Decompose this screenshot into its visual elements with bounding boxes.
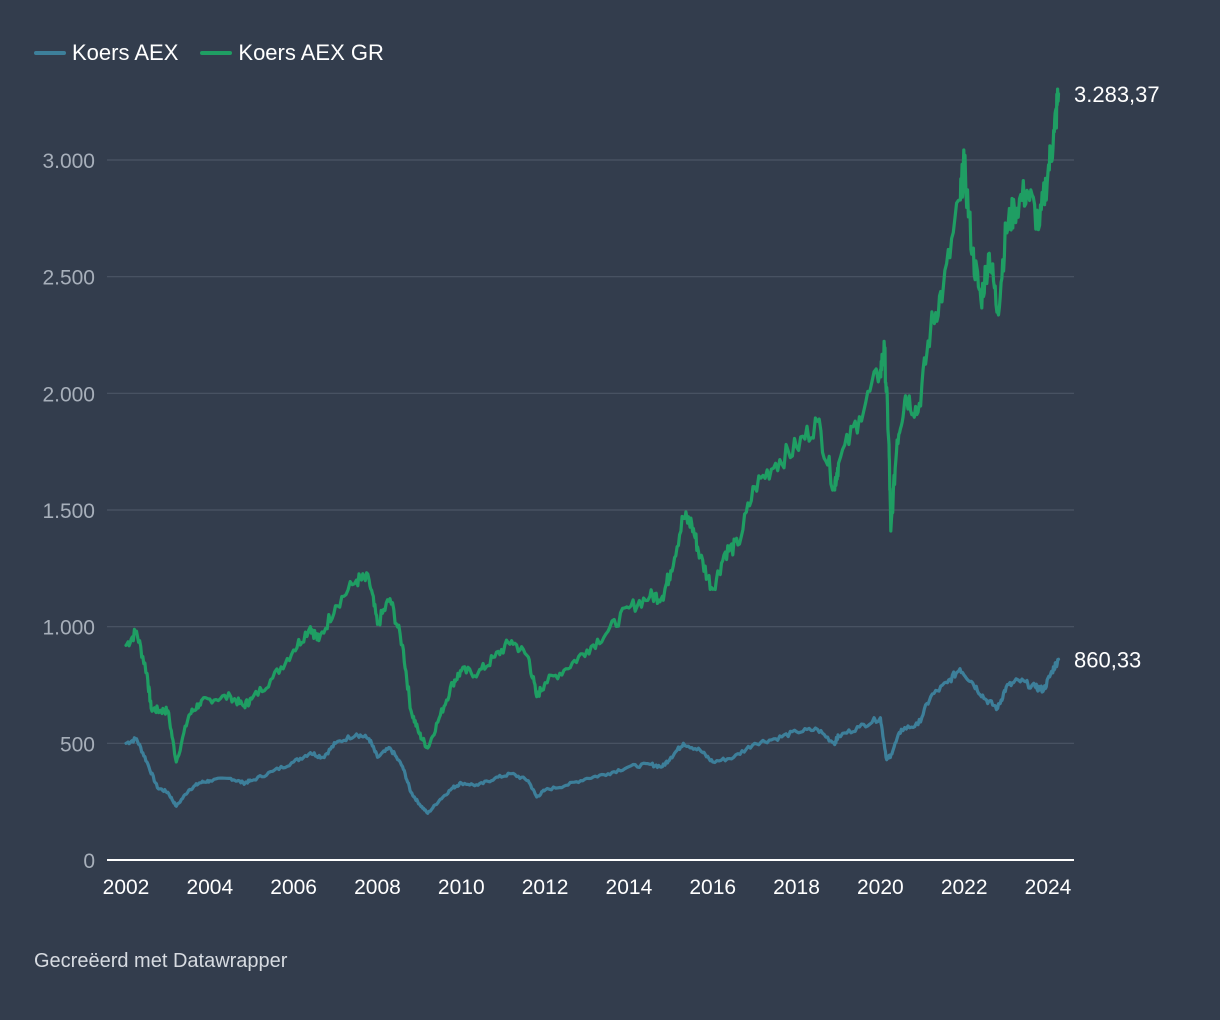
- x-tick-label: 2022: [941, 876, 988, 899]
- x-tick-label: 2006: [270, 876, 317, 899]
- legend-swatch-aex-gr: [200, 51, 233, 55]
- x-tick-label: 2012: [522, 876, 569, 899]
- legend-label-aex-gr: Koers AEX GR: [238, 40, 384, 65]
- x-tick-label: 2018: [773, 876, 820, 899]
- legend-swatch-aex: [34, 51, 66, 55]
- footer-credit: Gecreëerd met Datawrapper: [34, 950, 288, 972]
- x-tick-label: 2020: [857, 876, 904, 899]
- legend: Koers AEX Koers AEX GR: [34, 40, 384, 66]
- x-tick-label: 2008: [354, 876, 401, 899]
- series-line-aex: [124, 657, 1061, 815]
- line-chart: 0 500 1.000 1.500 2.000 2.500 3.000 2002 2004 200…: [42, 82, 1160, 899]
- y-tick-label: 0: [83, 850, 95, 873]
- x-tick-label: 2016: [689, 876, 736, 899]
- y-tick-label: 1.500: [42, 500, 95, 523]
- x-tick-label: 2014: [606, 876, 653, 899]
- x-tick-label: 2024: [1025, 876, 1072, 899]
- series-line-aex-gr: [124, 87, 1061, 764]
- y-tick-label: 2.000: [42, 383, 95, 406]
- legend-label-aex: Koers AEX: [72, 40, 179, 65]
- y-tick-label: 3.000: [42, 150, 95, 173]
- y-tick-label: 1.000: [42, 617, 95, 640]
- x-tick-label: 2004: [186, 876, 233, 899]
- x-tick-label: 2002: [103, 876, 150, 899]
- legend-item-aex[interactable]: Koers AEX: [34, 40, 178, 66]
- end-label-aex: 860,33: [1074, 647, 1141, 672]
- end-label-aex-gr: 3.283,37: [1074, 82, 1160, 107]
- x-tick-label: 2010: [438, 876, 485, 899]
- legend-item-aex-gr[interactable]: Koers AEX GR: [200, 40, 384, 66]
- y-tick-label: 500: [60, 733, 95, 756]
- y-tick-label: 2.500: [42, 267, 95, 290]
